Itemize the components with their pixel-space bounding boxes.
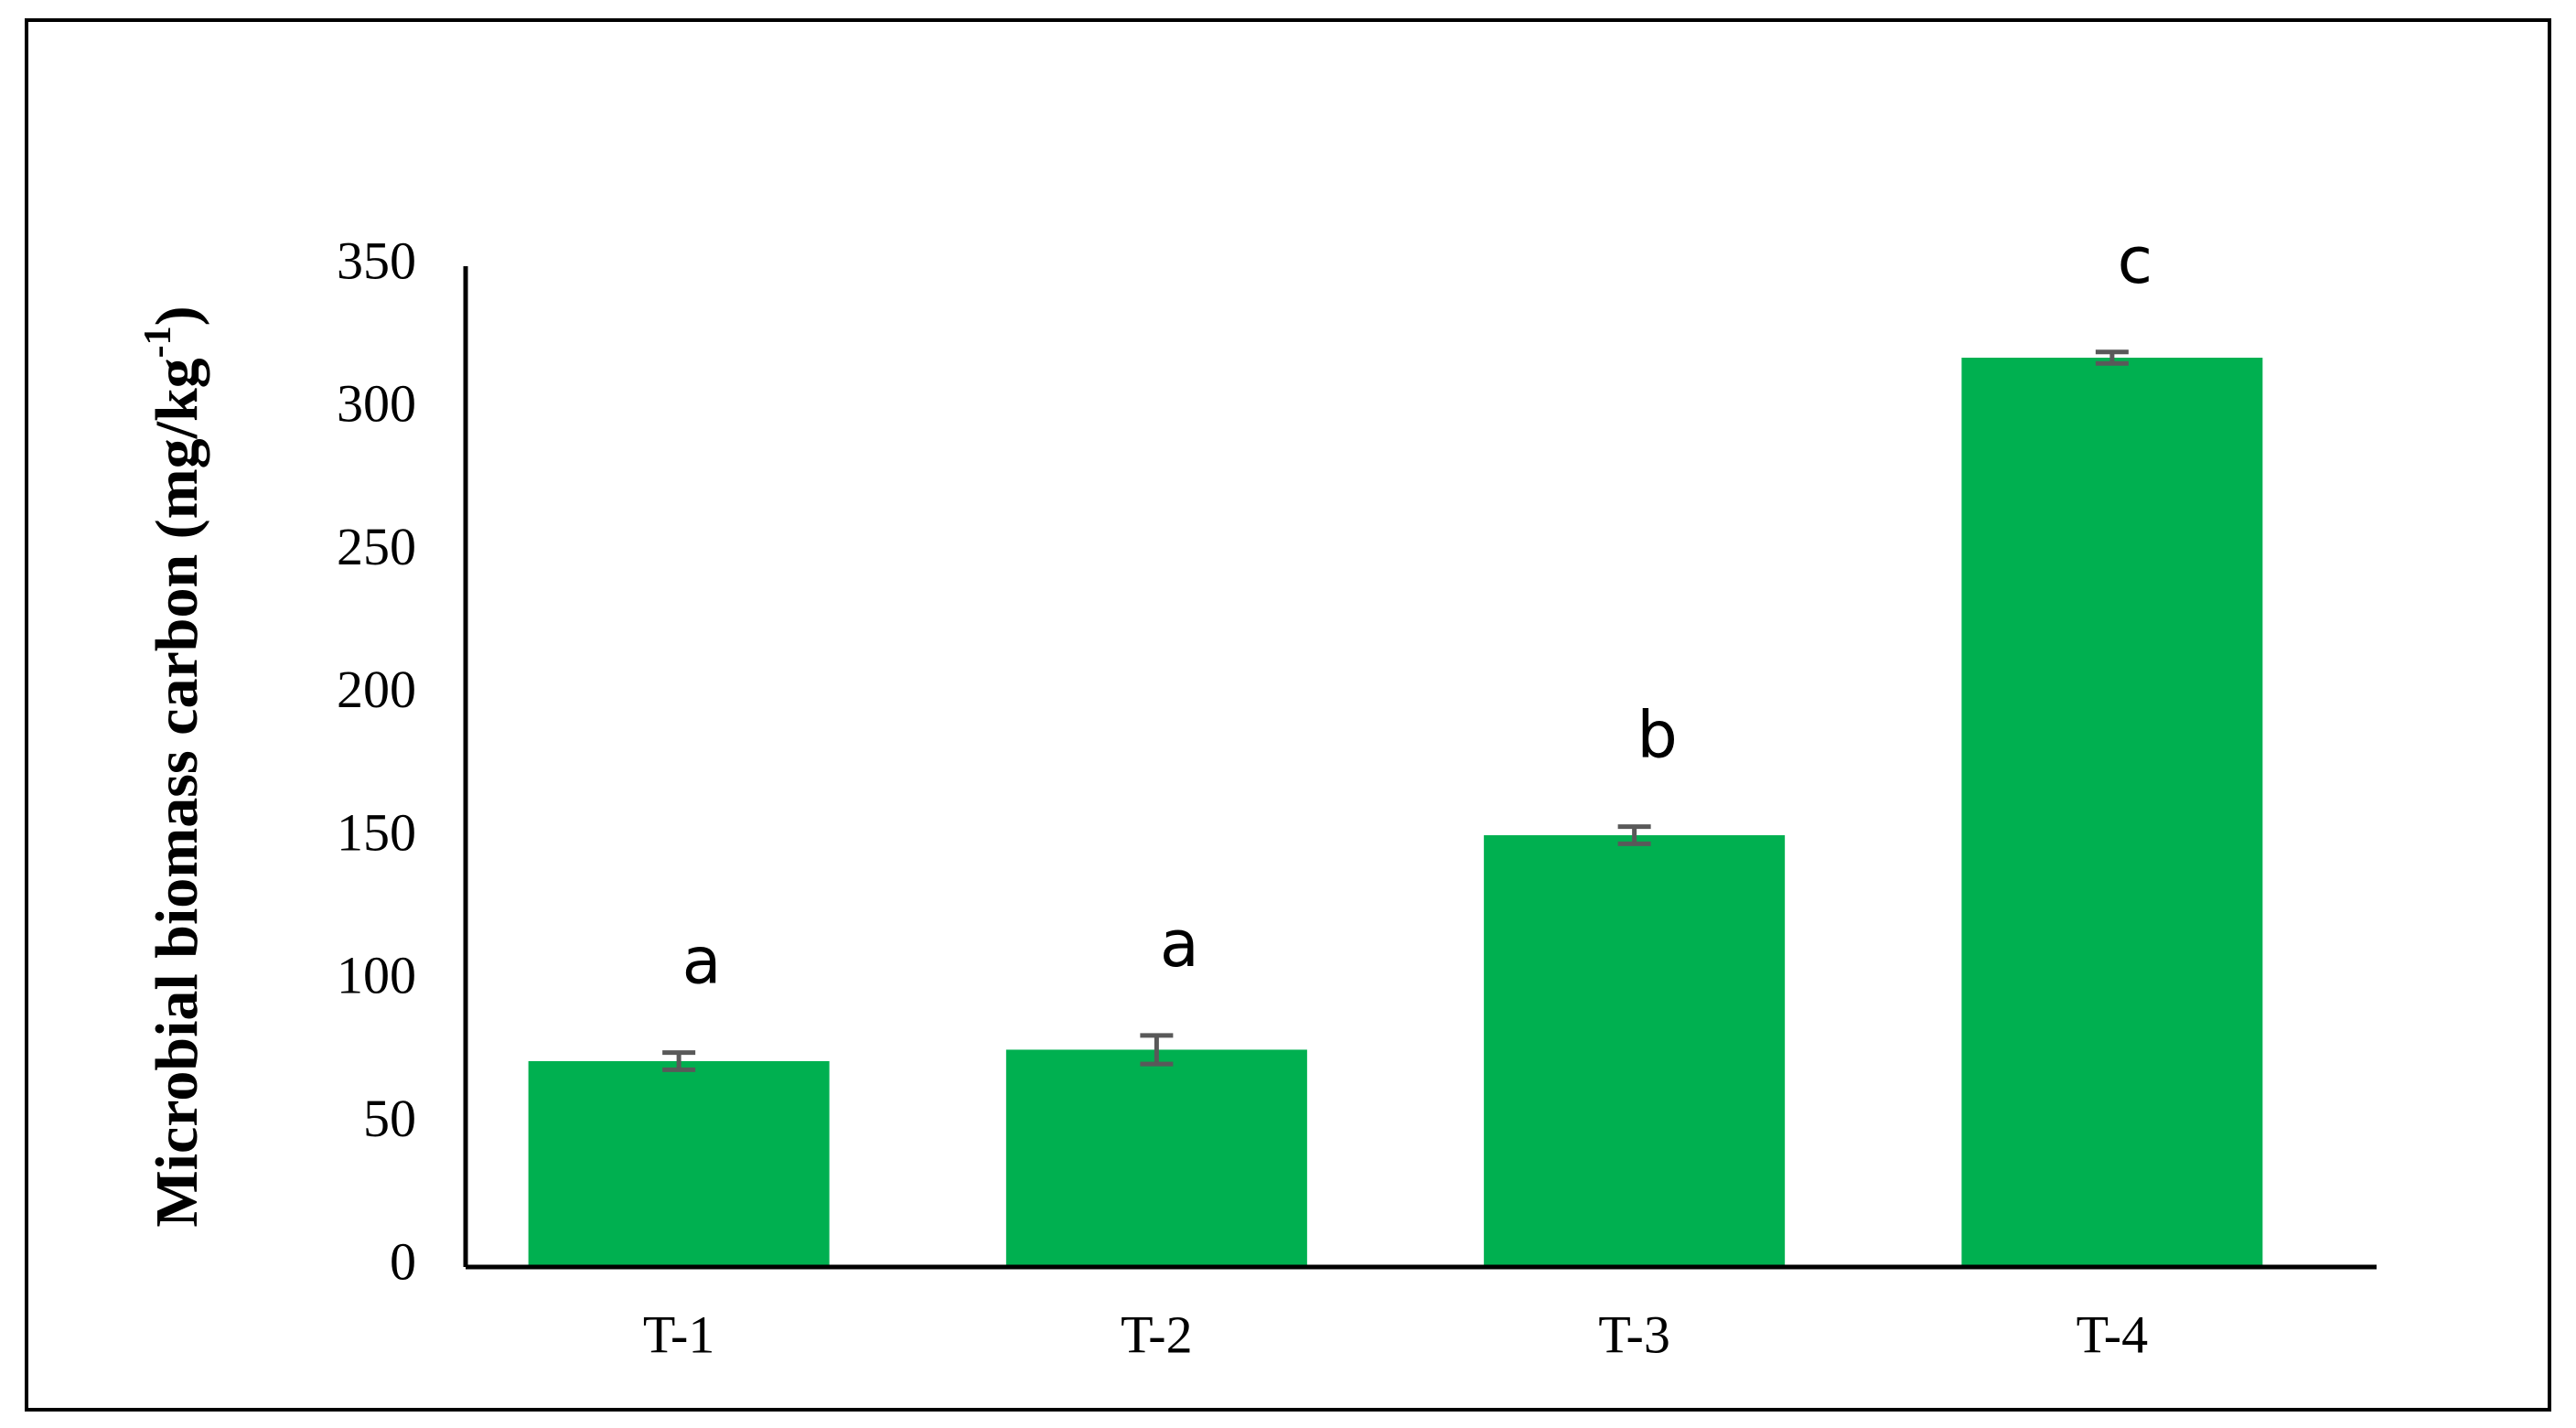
error-bar xyxy=(1140,1033,1174,1067)
y-tick-label: 150 xyxy=(337,802,416,862)
error-bar xyxy=(1617,824,1651,846)
bar xyxy=(528,1060,830,1267)
significance-letter: a xyxy=(682,924,722,999)
y-axis-label-close: ) xyxy=(144,306,210,326)
y-axis-label: Microbial biomass carbon (mg/kg-1) xyxy=(137,306,211,1227)
significance-letter: a xyxy=(1160,907,1199,982)
bar xyxy=(1005,1049,1307,1267)
y-tick-label: 0 xyxy=(390,1231,416,1291)
y-tick-label: 100 xyxy=(337,946,416,1005)
x-tick-label: T-4 xyxy=(2077,1305,2148,1364)
y-tick-label: 50 xyxy=(363,1089,416,1148)
y-tick-label: 300 xyxy=(337,374,416,434)
significance-letter: c xyxy=(2118,223,2153,298)
error-bar xyxy=(2095,349,2129,366)
x-tick-label: T-2 xyxy=(1121,1305,1192,1364)
y-axis-label-superscript: -1 xyxy=(137,326,179,358)
y-tick-label: 250 xyxy=(337,517,416,576)
x-tick-label: T-1 xyxy=(643,1305,714,1364)
x-tick-label: T-3 xyxy=(1598,1305,1669,1364)
significance-letter: b xyxy=(1637,698,1677,773)
error-bar xyxy=(662,1050,696,1072)
y-tick-label: 350 xyxy=(337,231,416,290)
y-axis-label-text: Microbial biomass carbon (mg/kg xyxy=(144,358,210,1227)
bar xyxy=(1961,358,2263,1268)
y-tick-label: 200 xyxy=(337,660,416,719)
bar xyxy=(1484,835,1786,1267)
